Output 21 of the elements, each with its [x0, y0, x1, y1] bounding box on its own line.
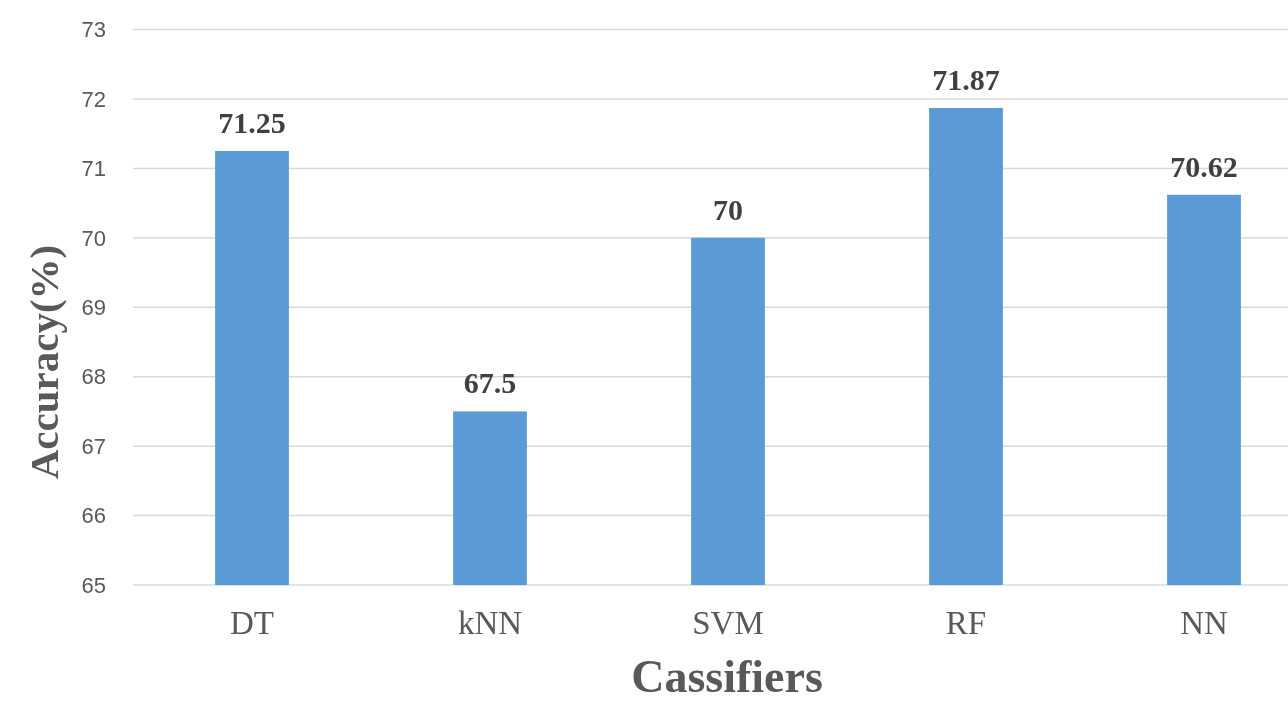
y-tick-label: 71: [81, 156, 106, 182]
data-label: 70.62: [1170, 149, 1238, 183]
x-axis-title: Cassifiers: [631, 651, 823, 702]
data-label: 71.87: [932, 62, 1000, 96]
data-label: 70: [713, 192, 743, 226]
x-tick-label: RF: [945, 605, 987, 641]
x-tick-label: NN: [1180, 605, 1228, 641]
x-tick-label: DT: [230, 605, 274, 641]
y-tick-label: 67: [81, 433, 106, 459]
y-tick-label: 72: [81, 86, 106, 112]
y-tick-label: 73: [81, 17, 106, 43]
data-label: 71.25: [218, 106, 286, 140]
x-tick-label: kNN: [457, 605, 523, 641]
y-axis-title: Accuracy(%): [21, 244, 67, 480]
y-tick-label: 70: [81, 225, 106, 251]
y-tick-label: 68: [81, 364, 106, 390]
data-label: 67.5: [463, 366, 517, 400]
y-tick-label: 65: [81, 572, 106, 598]
y-tick-label: 69: [81, 294, 106, 320]
x-tick-label: SVM: [692, 605, 764, 641]
y-tick-label: 66: [81, 503, 106, 529]
